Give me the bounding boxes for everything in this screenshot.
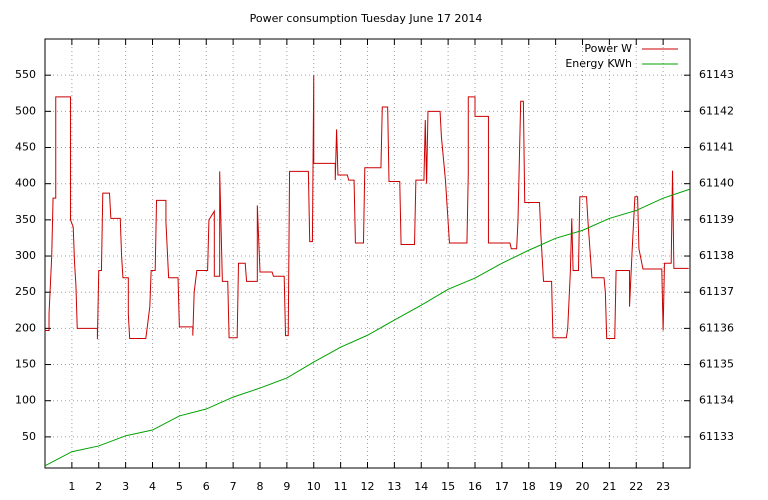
x-tick-label: 3 [122, 480, 129, 493]
y-tick-label: 100 [15, 394, 36, 407]
x-tick-label: 7 [230, 480, 237, 493]
chart-title: Power consumption Tuesday June 17 2014 [250, 12, 483, 25]
y2-tick-label: 61143 [699, 68, 734, 81]
y2-tick-label: 61133 [699, 430, 734, 443]
y-tick-label: 500 [15, 104, 36, 117]
y-tick-label: 250 [15, 285, 36, 298]
x-tick-label: 2 [95, 480, 102, 493]
x-tick-label: 22 [629, 480, 643, 493]
x-tick-label: 6 [203, 480, 210, 493]
x-tick-label: 14 [414, 480, 428, 493]
x-tick-label: 11 [334, 480, 348, 493]
x-tick-label: 8 [257, 480, 264, 493]
y2-tick-label: 61140 [699, 177, 734, 190]
x-tick-label: 12 [361, 480, 375, 493]
x-tick-label: 15 [441, 480, 455, 493]
y-tick-label: 50 [22, 430, 36, 443]
y2-tick-label: 61142 [699, 104, 734, 117]
legend-label: Energy KWh [565, 57, 632, 70]
y2-tick-label: 61139 [699, 213, 734, 226]
series-line [45, 75, 689, 340]
x-tick-label: 23 [656, 480, 670, 493]
series-line [44, 188, 691, 467]
y2-tick-label: 61138 [699, 249, 734, 262]
x-tick-label: 13 [387, 480, 401, 493]
x-tick-label: 19 [549, 480, 563, 493]
x-tick-label: 9 [283, 480, 290, 493]
x-tick-label: 4 [149, 480, 156, 493]
y-tick-label: 150 [15, 358, 36, 371]
x-tick-label: 1 [68, 480, 75, 493]
x-tick-label: 20 [576, 480, 590, 493]
x-tick-label: 16 [468, 480, 482, 493]
x-tick-label: 10 [307, 480, 321, 493]
legend-label: Power W [584, 42, 632, 55]
y-tick-label: 550 [15, 68, 36, 81]
x-tick-label: 5 [176, 480, 183, 493]
x-tick-label: 21 [602, 480, 616, 493]
y2-tick-label: 61141 [699, 141, 734, 154]
y2-tick-label: 61134 [699, 394, 734, 407]
y-tick-label: 200 [15, 321, 36, 334]
y-tick-label: 400 [15, 177, 36, 190]
x-tick-label: 18 [522, 480, 536, 493]
y2-tick-label: 61137 [699, 285, 734, 298]
x-tick-label: 17 [495, 480, 509, 493]
y-tick-label: 450 [15, 141, 36, 154]
y2-tick-label: 61136 [699, 321, 734, 334]
y2-tick-label: 61135 [699, 358, 734, 371]
plot-frame [44, 38, 691, 469]
y-tick-label: 350 [15, 213, 36, 226]
y-tick-label: 300 [15, 249, 36, 262]
